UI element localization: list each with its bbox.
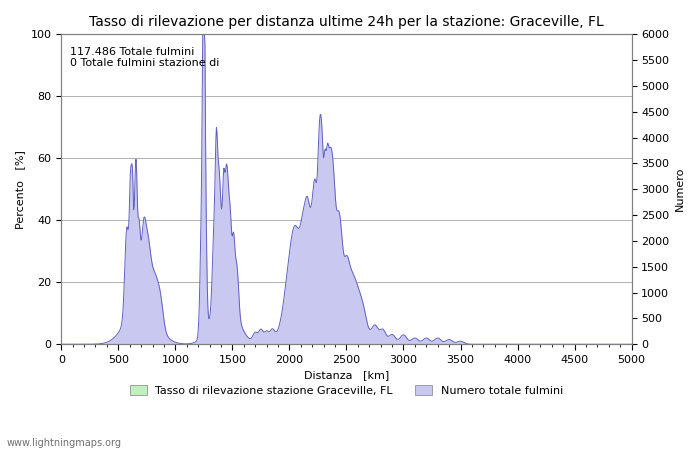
Y-axis label: Numero: Numero	[675, 167, 685, 211]
Title: Tasso di rilevazione per distanza ultime 24h per la stazione: Graceville, FL: Tasso di rilevazione per distanza ultime…	[89, 15, 604, 29]
Text: www.lightningmaps.org: www.lightningmaps.org	[7, 438, 122, 448]
Y-axis label: Percento   [%]: Percento [%]	[15, 150, 25, 229]
Legend: Tasso di rilevazione stazione Graceville, FL, Numero totale fulmini: Tasso di rilevazione stazione Graceville…	[125, 381, 568, 400]
X-axis label: Distanza   [km]: Distanza [km]	[304, 370, 389, 380]
Text: 117.486 Totale fulmini
0 Totale fulmini stazione di: 117.486 Totale fulmini 0 Totale fulmini …	[70, 47, 219, 68]
